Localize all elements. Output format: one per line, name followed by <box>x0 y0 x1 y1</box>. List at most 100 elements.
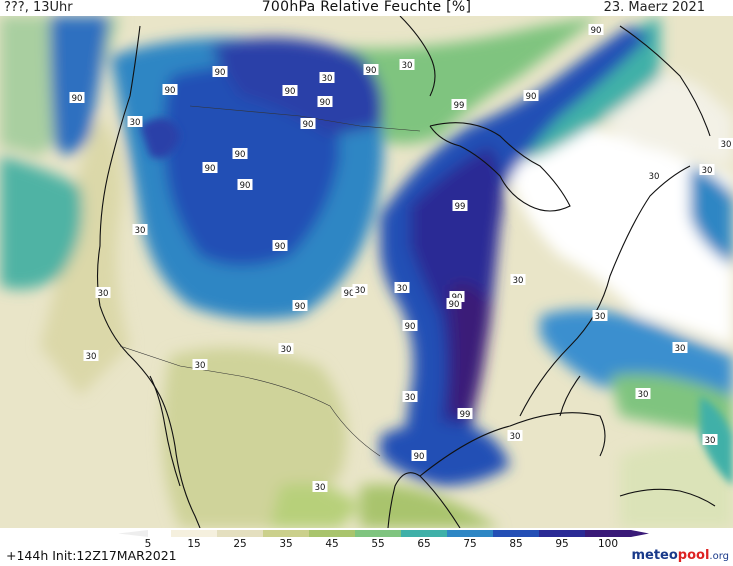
colorbar-tick-label: 95 <box>555 538 568 548</box>
us-canada-border <box>189 105 421 132</box>
contour-label: 99 <box>460 410 471 420</box>
contour-label-box <box>402 320 418 331</box>
contour-label: 30 <box>405 393 416 403</box>
contour-label: 30 <box>721 140 732 150</box>
contour-label: 99 <box>455 202 466 212</box>
contour-label: 30 <box>638 390 649 400</box>
contour-label-box <box>507 430 523 441</box>
contour-label-box <box>192 359 208 370</box>
contour-label-box <box>699 164 715 175</box>
contour-label: 30 <box>86 352 97 362</box>
contour-label-box <box>212 66 228 77</box>
colorbar-tick-label: 100 <box>598 538 618 548</box>
contour-label-box <box>352 284 368 295</box>
contour-label-box <box>702 434 718 445</box>
contour-label-box <box>95 287 111 298</box>
contour-label-box <box>317 96 333 107</box>
contour-label-box <box>300 118 316 129</box>
colorbar-tick-label: 25 <box>233 538 246 548</box>
map-header: ???, 13Uhr 700hPa Relative Feuchte [%] 2… <box>0 0 733 16</box>
forecast-date: 23. Maerz 2021 <box>603 0 705 15</box>
contour-label-box <box>132 224 148 235</box>
contour-label: 30 <box>195 361 206 371</box>
colorbar-segment <box>263 530 309 537</box>
contour-label-box <box>394 282 410 293</box>
contour-label: 90 <box>165 86 176 96</box>
contour-label: 30 <box>281 345 292 355</box>
humidity-colorbar: 5 15 25 35 45 55 65 75 85 95 100 <box>118 530 649 548</box>
contour-label-box <box>272 240 288 251</box>
gulf-coast <box>419 412 606 477</box>
contour-label-box <box>672 342 688 353</box>
contour-label-box <box>282 85 298 96</box>
location-time-label: ???, 13Uhr <box>4 0 73 15</box>
great-lakes <box>429 122 571 212</box>
contour-label-box <box>399 59 415 70</box>
contour-label: 90 <box>235 150 246 160</box>
contour-label-box <box>452 200 468 211</box>
logo-tld: .org <box>709 551 729 562</box>
contour-label-box <box>449 291 465 302</box>
contour-label-box <box>411 450 427 461</box>
map-footer: 5 15 25 35 45 55 65 75 85 95 100 +144h Init:12Z17M… <box>0 528 733 566</box>
contour-label: 90 <box>240 181 251 191</box>
colorbar-max-arrow <box>631 530 649 537</box>
contour-label-box <box>69 92 85 103</box>
contour-label: 90 <box>405 322 416 332</box>
colorbar-tick-label: 65 <box>417 538 430 548</box>
contour-label-box <box>446 298 462 309</box>
contour-label: 30 <box>315 483 326 493</box>
map-title: 700hPa Relative Feuchte [%] <box>261 0 472 15</box>
contour-label: 30 <box>595 312 606 322</box>
colorbar-tick-label: 55 <box>371 538 384 548</box>
contour-label-box <box>319 72 335 83</box>
mexico-gulf-coast <box>387 472 461 528</box>
colorbar-tick-label: 35 <box>279 538 292 548</box>
contour-label-box <box>363 64 379 75</box>
colorbar-tick-label: 75 <box>463 538 476 548</box>
contour-label: 30 <box>702 166 713 176</box>
contour-label-box <box>292 300 308 311</box>
contour-label: 30 <box>98 289 109 299</box>
contour-label-box <box>202 162 218 173</box>
contour-label-box <box>162 84 178 95</box>
colorbar-tick-label: 5 <box>145 538 152 548</box>
contour-label: 90 <box>215 68 226 78</box>
us-mexico-border <box>119 345 381 457</box>
contour-label: 90 <box>414 452 425 462</box>
contour-label: 90 <box>366 66 377 76</box>
contour-label: 90 <box>320 98 331 108</box>
colorbar-segment <box>539 530 585 537</box>
contour-label-box <box>457 408 473 419</box>
logo-main: meteo <box>631 548 678 563</box>
pacific-coast <box>96 25 201 528</box>
contour-label-box <box>83 350 99 361</box>
colorbar-segment <box>447 530 493 537</box>
contour-label: 30 <box>675 344 686 354</box>
contour-label-box <box>341 287 357 298</box>
logo-accent: pool <box>677 548 710 563</box>
contour-label-box <box>451 99 467 110</box>
political-borders <box>119 105 421 457</box>
colorbar-segment <box>401 530 447 537</box>
meteopool-logo[interactable]: meteopool.org <box>631 548 729 563</box>
contour-label-box <box>232 148 248 159</box>
colorbar-segment <box>493 530 539 537</box>
contour-label-box <box>510 274 526 285</box>
colorbar-segment <box>148 530 171 537</box>
contour-label-box <box>402 391 418 402</box>
hudson-coast <box>399 16 436 97</box>
humidity-map: 90 30 99 90 30 90 90 90 90 30 90 90 90 90 90 90 30 90 30 30… <box>0 16 733 528</box>
baja-coast <box>149 375 181 487</box>
contour-label: 90 <box>205 164 216 174</box>
contour-label-box <box>635 388 651 399</box>
contour-label: 90 <box>72 94 83 104</box>
colorbar-min-arrow <box>118 530 148 537</box>
contour-label: 90 <box>295 302 306 312</box>
contour-label-box <box>718 138 733 149</box>
contour-label-box <box>646 170 662 181</box>
contour-label-box <box>588 24 604 35</box>
colorbar-segment <box>309 530 355 537</box>
